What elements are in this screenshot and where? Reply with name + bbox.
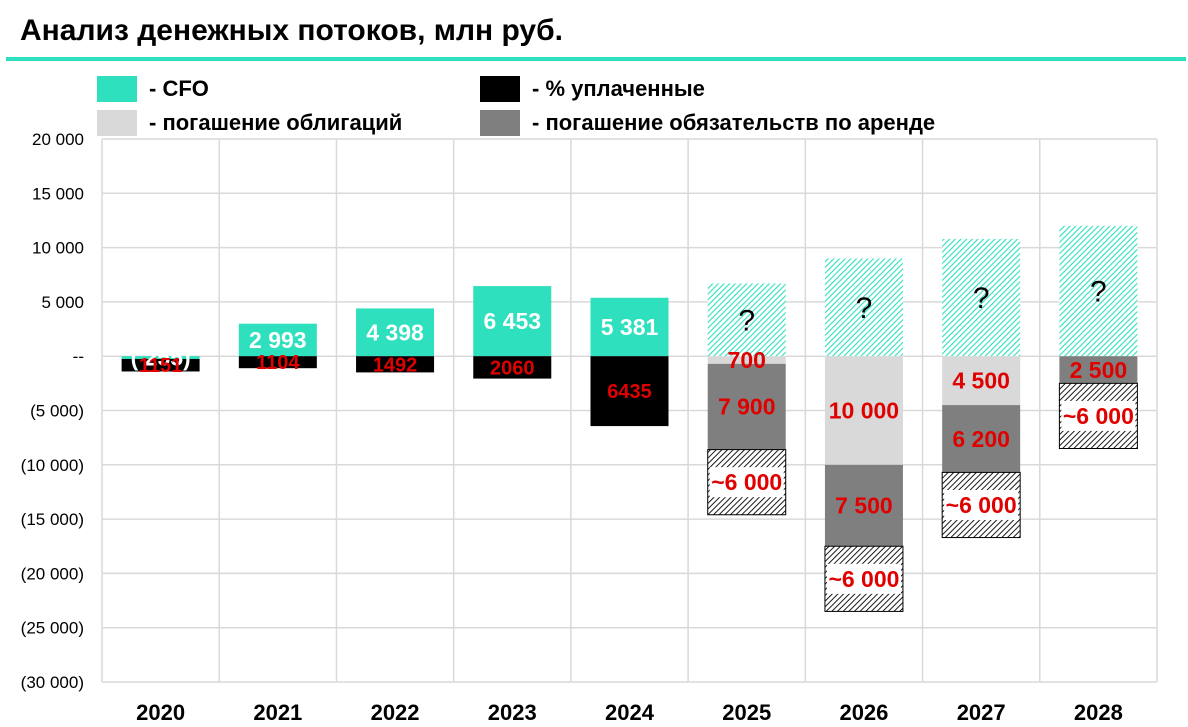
data-label-interest-forecast: ~6 000: [828, 566, 899, 592]
legend-label-cfo: - CFO: [149, 76, 209, 101]
bar-cfo-2023: [473, 286, 552, 357]
y-tick-label: (10 000): [21, 456, 84, 475]
x-tick-label: 2021: [253, 700, 302, 725]
bar-bonds-2025: [707, 356, 786, 364]
data-label-interest-forecast: ~6 000: [1063, 403, 1134, 429]
x-tick-label: 2024: [605, 700, 655, 725]
data-label-interest-forecast: ~6 000: [711, 469, 782, 495]
label-background: [944, 489, 1019, 520]
data-label-cfo-forecast: ?: [973, 282, 990, 315]
y-tick-label: (20 000): [21, 564, 84, 583]
bar-bonds-2027: [942, 356, 1021, 406]
y-tick-label: (15 000): [21, 510, 84, 529]
data-label-cfo: ( 255): [131, 345, 191, 371]
data-label-cfo-forecast: ?: [856, 292, 873, 325]
title-underline: [6, 57, 1186, 61]
y-tick-label: 10 000: [32, 239, 84, 258]
bar-interest-2021: [238, 356, 317, 369]
bar-cfo-forecast-2025: [707, 283, 786, 357]
data-label-cfo-forecast: ?: [1090, 276, 1107, 309]
data-label-bonds: 10 000: [829, 398, 899, 424]
legend-swatch-bonds: [97, 110, 137, 136]
data-label-lease: 6 200: [952, 426, 1010, 452]
data-label-cfo-forecast: ?: [738, 304, 755, 337]
x-tick-label: 2025: [722, 700, 771, 725]
legend-label-interest: - % уплаченные: [532, 76, 705, 101]
legend-label-bonds: - погашение облигаций: [149, 110, 403, 135]
bar-cfo-2022: [356, 308, 435, 357]
legend-item-cfo: - CFO: [97, 75, 209, 103]
legend-swatch-lease: [480, 110, 520, 136]
legend-swatch-interest: [480, 76, 520, 102]
data-label-interest: 1492: [373, 354, 418, 376]
y-tick-label: 15 000: [32, 184, 84, 203]
x-tick-label: 2023: [488, 700, 537, 725]
x-tick-label: 2020: [136, 700, 185, 725]
data-label-interest: 6435: [607, 381, 652, 403]
label-background: [709, 467, 784, 498]
legend-item-bonds: - погашение облигаций: [97, 109, 402, 137]
data-label-interest-forecast: ~6 000: [946, 492, 1017, 518]
bar-cfo-2021: [238, 323, 317, 357]
bar-interest-2024: [590, 356, 669, 427]
x-tick-label: 2022: [371, 700, 420, 725]
label-background: [826, 563, 901, 594]
x-tick-label: 2028: [1074, 700, 1123, 725]
bar-cfo-forecast-2026: [824, 258, 903, 357]
bar-interest-2020: [121, 358, 200, 372]
bar-cfo-2024: [590, 297, 669, 357]
data-label-cfo: 6 453: [483, 308, 541, 334]
bar-lease-2026: [824, 464, 903, 547]
legend-swatch-cfo: [97, 76, 137, 102]
label-background: [826, 395, 901, 426]
bar-lease-2028: [1059, 356, 1138, 384]
y-tick-label: 5 000: [41, 293, 84, 312]
bar-interest-2022: [356, 356, 435, 373]
bar-interest-2023: [473, 356, 552, 379]
legend-item-interest: - % уплаченные: [480, 75, 705, 103]
data-label-lease: 7 900: [718, 394, 776, 420]
legend-item-lease: - погашение обязательств по аренде: [480, 109, 935, 137]
bar-cfo-forecast-2028: [1059, 225, 1138, 357]
label-background: [1061, 400, 1136, 431]
x-tick-label: 2027: [957, 700, 1006, 725]
y-tick-label: (30 000): [21, 673, 84, 692]
data-label-lease: 2 500: [1070, 357, 1128, 383]
data-label-cfo: 2 993: [249, 327, 307, 353]
data-label-interest: 1104: [256, 352, 300, 374]
data-label-cfo: 4 398: [366, 319, 424, 345]
y-tick-label: 20 000: [32, 130, 84, 149]
axis-layer: 20 000 15 000 10 000 5 000 -- (5 000) (10 000)…: [21, 130, 1123, 725]
y-tick-label: (25 000): [21, 619, 84, 638]
legend-label-lease: - погашение обязательств по аренде: [532, 110, 936, 135]
data-label-interest: 1151: [139, 355, 182, 377]
x-tick-label: 2026: [839, 700, 888, 725]
bar-lease-2025: [707, 363, 786, 450]
data-label-bonds: 4 500: [952, 368, 1010, 394]
y-tick-label: (5 000): [30, 402, 84, 421]
y-tick-label: --: [73, 347, 84, 366]
data-label-lease: 7 500: [835, 493, 893, 519]
data-label-interest: 2060: [490, 357, 535, 379]
bar-lease-2027: [942, 405, 1021, 473]
bar-cfo-2020: [121, 356, 200, 359]
data-label-bonds: 700: [728, 347, 766, 373]
bar-cfo-forecast-2027: [942, 238, 1021, 357]
chart-title: Анализ денежных потоков, млн руб.: [20, 14, 563, 47]
data-label-cfo: 5 381: [601, 314, 659, 340]
